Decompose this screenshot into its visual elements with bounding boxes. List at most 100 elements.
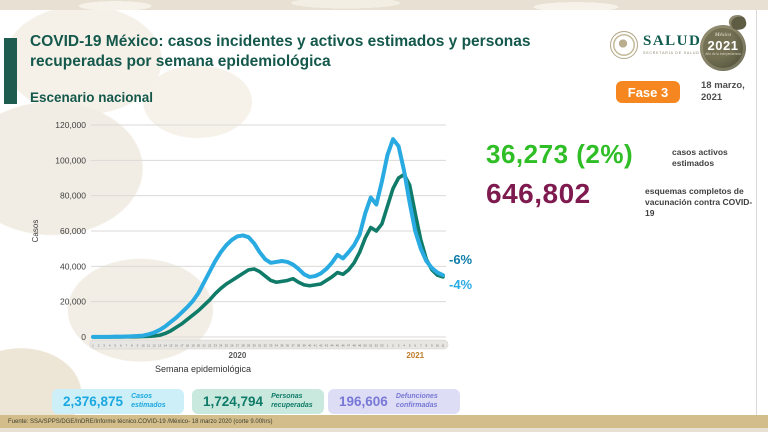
page-title: COVID-19 México: casos incidentes y acti… [30, 33, 531, 71]
svg-text:46: 46 [341, 344, 345, 348]
svg-text:6: 6 [120, 344, 122, 348]
casos-estimados-value: 2,376,875 [63, 394, 124, 409]
svg-text:21: 21 [202, 344, 206, 348]
watermark-pattern [0, 10, 520, 427]
svg-text:11: 11 [441, 344, 444, 348]
badge-country-label: México [714, 32, 732, 38]
salud-secretaria-label: SECRETARÍA DE SALUD [643, 50, 700, 55]
vaccination-value: 646,802 [486, 178, 591, 209]
svg-text:2: 2 [98, 344, 100, 348]
svg-text:20,000: 20,000 [60, 297, 86, 307]
svg-text:-6%: -6% [449, 252, 473, 267]
slide-right-border [756, 10, 757, 417]
badge-motto-label: Año de la Independencia [705, 51, 741, 56]
serpent-circle-icon [700, 25, 746, 71]
salud-logo: SALUD SECRETARÍA DE SALUD [610, 31, 701, 59]
report-date: 18 marzo, 2021 [701, 80, 745, 104]
defunciones-label: Defunciones confirmadas [395, 392, 438, 409]
svg-text:18: 18 [186, 344, 190, 348]
active-cases-label: casos activos estimados [672, 147, 728, 169]
svg-text:9: 9 [137, 344, 139, 348]
casos-estimados-label: Casos estimados [131, 392, 166, 409]
svg-text:49: 49 [358, 344, 362, 348]
svg-text:12: 12 [152, 344, 156, 348]
report-date-line2: 2021 [701, 91, 723, 103]
fase-3-badge: Fase 3 [616, 81, 680, 103]
svg-text:9: 9 [431, 344, 433, 348]
svg-text:47: 47 [347, 344, 351, 348]
svg-text:60,000: 60,000 [60, 226, 86, 236]
svg-text:34: 34 [275, 344, 279, 348]
mexico-2021-badge: México 2021 Año de la Independencia [699, 13, 749, 78]
source-footer: Fuente: SSA/SPPS/DGE/InDRE/Informe técni… [0, 415, 768, 428]
svg-text:27: 27 [236, 344, 240, 348]
svg-text:120,000: 120,000 [55, 120, 86, 130]
epi-chart-svg: 0 20,000 40,000 60,000 80,000 100,000 120,000 C… [31, 120, 473, 374]
scenario-subtitle: Escenario nacional [30, 90, 154, 105]
svg-text:31: 31 [258, 344, 262, 348]
active-cases-value: 36,273 (2%) [486, 139, 634, 169]
svg-text:39: 39 [302, 344, 306, 348]
svg-text:1: 1 [387, 344, 389, 348]
svg-text:22: 22 [208, 344, 212, 348]
svg-text:3: 3 [398, 344, 400, 348]
svg-text:15: 15 [169, 344, 173, 348]
svg-text:2: 2 [392, 344, 394, 348]
report-date-line1: 18 marzo, [701, 80, 745, 91]
svg-text:7: 7 [420, 344, 422, 348]
personas-recuperadas-label: Personas recuperadas [271, 392, 313, 409]
svg-text:36: 36 [286, 344, 290, 348]
svg-text:2021: 2021 [406, 351, 424, 360]
svg-text:5: 5 [409, 344, 411, 348]
svg-text:4: 4 [109, 344, 111, 348]
source-text: Fuente: SSA/SPPS/DGE/InDRE/Informe técni… [8, 418, 273, 425]
svg-text:40: 40 [308, 344, 312, 348]
stat-box-defunciones: 196,606 Defunciones confirmadas [328, 389, 460, 414]
decor-top-strip [0, 0, 768, 10]
svg-text:17: 17 [180, 344, 184, 348]
svg-text:-4%: -4% [449, 277, 473, 292]
svg-text:44: 44 [330, 344, 334, 348]
svg-text:29: 29 [247, 344, 251, 348]
svg-text:23: 23 [214, 344, 218, 348]
svg-text:38: 38 [297, 344, 301, 348]
svg-text:80,000: 80,000 [60, 191, 86, 201]
svg-text:45: 45 [336, 344, 340, 348]
personas-recuperadas-value: 1,724,794 [203, 394, 264, 409]
svg-text:51: 51 [369, 344, 373, 348]
svg-text:10: 10 [436, 344, 440, 348]
svg-text:14: 14 [164, 344, 168, 348]
badge-2021-text: México 2021 Año de la Independencia [699, 32, 747, 56]
svg-text:26: 26 [230, 344, 234, 348]
svg-text:53: 53 [380, 344, 384, 348]
svg-text:52: 52 [375, 344, 379, 348]
svg-text:24: 24 [219, 344, 223, 348]
svg-text:43: 43 [325, 344, 329, 348]
svg-text:10: 10 [141, 344, 145, 348]
svg-text:3: 3 [103, 344, 105, 348]
svg-text:40,000: 40,000 [60, 261, 86, 271]
vaccination-label: esquemas completos de vacunación contra … [645, 186, 753, 219]
svg-text:19: 19 [191, 344, 195, 348]
svg-text:100,000: 100,000 [55, 155, 86, 165]
svg-text:35: 35 [280, 344, 284, 348]
svg-text:37: 37 [291, 344, 295, 348]
salud-wordmark: SALUD [643, 33, 702, 50]
svg-text:16: 16 [175, 344, 179, 348]
svg-text:Semana epidemiológica: Semana epidemiológica [155, 364, 251, 374]
svg-text:20: 20 [197, 344, 201, 348]
stat-box-personas-recuperadas: 1,724,794 Personas recuperadas [192, 389, 324, 414]
title-accent-bar [4, 38, 17, 104]
svg-text:48: 48 [352, 344, 356, 348]
svg-text:Casos: Casos [31, 220, 40, 243]
svg-text:0: 0 [81, 332, 86, 342]
svg-text:30: 30 [252, 344, 256, 348]
svg-text:33: 33 [269, 344, 273, 348]
badge-year-label: 2021 [707, 37, 739, 53]
stat-box-casos-estimados: 2,376,875 Casos estimados [52, 389, 184, 414]
svg-text:4: 4 [403, 344, 405, 348]
svg-text:32: 32 [264, 344, 268, 348]
svg-text:41: 41 [314, 344, 318, 348]
svg-text:6: 6 [414, 344, 416, 348]
